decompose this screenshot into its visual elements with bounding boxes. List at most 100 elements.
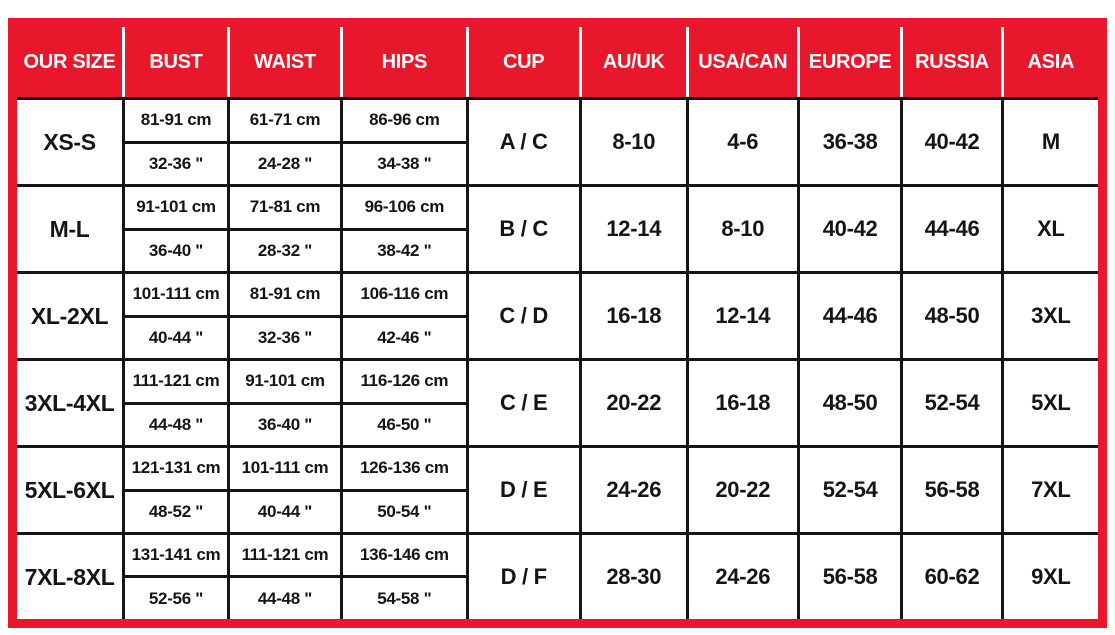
hips-in-cell: 34-38 " xyxy=(340,140,469,187)
table-body: XS-S 81-91 cm 61-71 cm 86-96 cm A / C 8-… xyxy=(10,97,1105,625)
table-row-inches: 52-56 " 44-48 " 54-58 " xyxy=(13,575,1103,625)
table-header: OUR SIZE BUST WAIST HIPS CUP AU/UK USA/C… xyxy=(12,22,1103,100)
table-row: 5XL-6XL 121-131 cm 101-111 cm 126-136 cm… xyxy=(10,445,1105,535)
hips-cm-cell: 136-146 cm xyxy=(340,531,469,579)
table-row-inches: 36-40 " 28-32 " 38-42 " xyxy=(13,227,1103,274)
waist-in-cell: 36-40 " xyxy=(226,401,344,448)
usa-can-cell: 8-10 xyxy=(685,184,800,274)
size-chart-table: OUR SIZE BUST WAIST HIPS CUP AU/UK USA/C… xyxy=(8,18,1107,628)
au-uk-cell: 28-30 xyxy=(578,532,689,625)
usa-can-cell: 24-26 xyxy=(685,532,800,625)
russia-cell: 48-50 xyxy=(900,271,1004,361)
au-uk-cell: 20-22 xyxy=(578,358,689,448)
header-our-size: OUR SIZE xyxy=(12,22,124,100)
russia-cell: 60-62 xyxy=(900,532,1004,625)
header-russia: RUSSIA xyxy=(900,22,1003,100)
russia-cell: 56-58 xyxy=(900,445,1004,535)
europe-cell: 36-38 xyxy=(796,97,904,187)
russia-cell: 40-42 xyxy=(900,97,1004,187)
table-row: XS-S 81-91 cm 61-71 cm 86-96 cm A / C 8-… xyxy=(10,97,1105,187)
header-europe: EUROPE xyxy=(796,22,902,100)
bust-cm-cell: 131-141 cm xyxy=(122,531,230,579)
table-row-inches: 44-48 " 36-40 " 46-50 " xyxy=(13,401,1103,448)
hips-cm-cell: 126-136 cm xyxy=(340,445,469,492)
header-hips: HIPS xyxy=(340,22,467,100)
header-asia: ASIA xyxy=(1000,22,1103,100)
waist-cm-cell: 111-121 cm xyxy=(226,531,344,579)
au-uk-cell: 8-10 xyxy=(578,97,689,187)
bust-cm-cell: 81-91 cm xyxy=(122,97,230,144)
table-row-inches: 40-44 " 32-36 " 42-46 " xyxy=(13,314,1103,361)
waist-cm-cell: 101-111 cm xyxy=(226,445,344,492)
bust-cm-cell: 111-121 cm xyxy=(122,358,230,405)
usa-can-cell: 12-14 xyxy=(685,271,800,361)
bust-cm-cell: 101-111 cm xyxy=(122,271,230,318)
asia-cell: 3XL xyxy=(1000,271,1105,361)
waist-in-cell: 40-44 " xyxy=(226,488,344,535)
europe-cell: 56-58 xyxy=(796,532,904,625)
size-cell: XS-S xyxy=(10,97,126,187)
bust-in-cell: 40-44 " xyxy=(122,314,230,361)
header-row: OUR SIZE BUST WAIST HIPS CUP AU/UK USA/C… xyxy=(12,22,1103,100)
bust-in-cell: 36-40 " xyxy=(122,227,230,274)
cup-cell: B / C xyxy=(465,184,582,274)
hips-cm-cell: 116-126 cm xyxy=(340,358,469,405)
size-cell: 7XL-8XL xyxy=(10,532,126,625)
bust-in-cell: 44-48 " xyxy=(122,401,230,448)
europe-cell: 48-50 xyxy=(796,358,904,448)
waist-in-cell: 24-28 " xyxy=(226,140,344,187)
bust-in-cell: 52-56 " xyxy=(122,575,230,625)
hips-cm-cell: 86-96 cm xyxy=(340,97,469,144)
waist-cm-cell: 81-91 cm xyxy=(226,271,344,318)
waist-cm-cell: 91-101 cm xyxy=(226,358,344,405)
size-cell: 5XL-6XL xyxy=(10,445,126,535)
size-cell: 3XL-4XL xyxy=(10,358,126,448)
table-row: XL-2XL 101-111 cm 81-91 cm 106-116 cm C … xyxy=(10,271,1105,361)
cup-cell: D / E xyxy=(465,445,582,535)
asia-cell: M xyxy=(1000,97,1105,187)
cup-cell: C / E xyxy=(465,358,582,448)
cup-cell: A / C xyxy=(465,97,582,187)
hips-in-cell: 50-54 " xyxy=(340,488,469,535)
table-row: M-L 91-101 cm 71-81 cm 96-106 cm B / C 1… xyxy=(10,184,1105,274)
waist-cm-cell: 61-71 cm xyxy=(226,97,344,144)
table-row: 3XL-4XL 111-121 cm 91-101 cm 116-126 cm … xyxy=(10,358,1105,448)
au-uk-cell: 12-14 xyxy=(578,184,689,274)
cup-cell: C / D xyxy=(465,271,582,361)
header-au-uk: AU/UK xyxy=(578,22,688,100)
hips-cm-cell: 106-116 cm xyxy=(340,271,469,318)
hips-in-cell: 42-46 " xyxy=(340,314,469,361)
usa-can-cell: 4-6 xyxy=(685,97,800,187)
europe-cell: 44-46 xyxy=(796,271,904,361)
asia-cell: 5XL xyxy=(1000,358,1105,448)
waist-in-cell: 32-36 " xyxy=(226,314,344,361)
header-bust: BUST xyxy=(122,22,229,100)
usa-can-cell: 20-22 xyxy=(685,445,800,535)
waist-in-cell: 28-32 " xyxy=(226,227,344,274)
hips-in-cell: 38-42 " xyxy=(340,227,469,274)
hips-in-cell: 54-58 " xyxy=(340,575,469,625)
header-usa-can: USA/CAN xyxy=(685,22,799,100)
europe-cell: 40-42 xyxy=(796,184,904,274)
europe-cell: 52-54 xyxy=(796,445,904,535)
header-cup: CUP xyxy=(465,22,581,100)
bust-in-cell: 48-52 " xyxy=(122,488,230,535)
size-cell: XL-2XL xyxy=(10,271,126,361)
header-waist: WAIST xyxy=(226,22,342,100)
russia-cell: 44-46 xyxy=(900,184,1004,274)
au-uk-cell: 16-18 xyxy=(578,271,689,361)
waist-cm-cell: 71-81 cm xyxy=(226,184,344,231)
au-uk-cell: 24-26 xyxy=(578,445,689,535)
size-cell: M-L xyxy=(10,184,126,274)
table-row-inches: 32-36 " 24-28 " 34-38 " xyxy=(13,140,1103,187)
table-row: 7XL-8XL 131-141 cm 111-121 cm 136-146 cm… xyxy=(10,531,1105,625)
usa-can-cell: 16-18 xyxy=(685,358,800,448)
bust-cm-cell: 91-101 cm xyxy=(122,184,230,231)
cup-cell: D / F xyxy=(465,532,582,625)
waist-in-cell: 44-48 " xyxy=(226,575,344,625)
hips-in-cell: 46-50 " xyxy=(340,401,469,448)
asia-cell: 7XL xyxy=(1000,445,1105,535)
russia-cell: 52-54 xyxy=(900,358,1004,448)
bust-cm-cell: 121-131 cm xyxy=(122,445,230,492)
